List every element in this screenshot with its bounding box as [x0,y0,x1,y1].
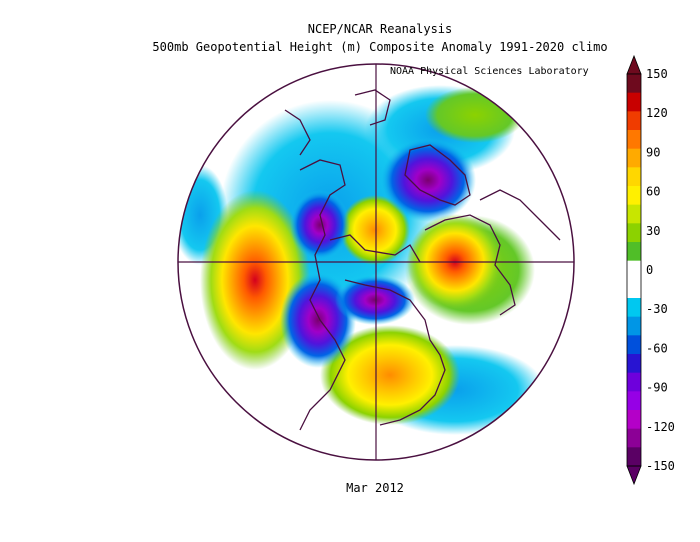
colorbar-bands [626,54,642,486]
colorbar-band [627,391,641,411]
chart-title-line2: 500mb Geopotential Height (m) Composite … [152,40,608,54]
colorbar-band [627,447,641,467]
colorbar-band [627,279,641,299]
colorbar-band [627,204,641,224]
colorbar-tick-label: -90 [646,381,668,395]
colorbar-arrow-top [626,54,642,75]
colorbar-band [627,167,641,187]
colorbar-tick-label: -150 [646,459,675,473]
colorbar-band [627,111,641,131]
coastline-europe [424,214,516,316]
colorbar-band [627,186,641,206]
colorbar-band [627,74,641,94]
colorbar-band [627,223,641,243]
colorbar-band [627,148,641,168]
map-border [177,63,575,461]
colorbar-tick-label: 90 [646,145,660,159]
colorbar-band [627,428,641,448]
colorbar-band [627,372,641,392]
coastline-svalbard-region [404,144,471,206]
colorbar-tick-label: -60 [646,341,668,355]
colorbar-band [627,130,641,150]
coastline-north-europe [479,189,561,241]
colorbar-band [627,92,641,112]
negative-center-siberia [290,190,350,260]
positive-center-eastern-north-america [320,325,460,425]
colorbar-tick-label: 120 [646,106,668,120]
positive-center-greenland-sea [340,195,410,265]
colorbar-outline [626,73,642,467]
colorbar-band [627,298,641,318]
colorbar-tick-label: 150 [646,67,668,81]
colorbar-band [627,410,641,430]
colorbar-tick-label: 30 [646,224,660,238]
coastline-asia-americas [299,159,346,431]
coastline-west [284,109,311,156]
polar-map [177,63,575,461]
coastline-north-pacific [354,89,391,126]
colorbar-band [627,260,641,280]
negative-center-canadian-arctic [335,275,415,325]
colorbar-band [627,354,641,374]
chart-title-line1: NCEP/NCAR Reanalysis [307,22,453,36]
coastline-arctic [329,234,421,263]
coastline-north-america [344,279,446,426]
coastlines [284,89,561,431]
colorbar-tick-label: 60 [646,185,660,199]
time-period-label: Mar 2012 [346,481,404,495]
credit-text: NOAA Physical Sciences Laboratory [390,66,589,77]
colorbar-tick-label: -30 [646,302,668,316]
colorbar-band [627,316,641,336]
negative-center-barents [380,138,476,222]
colorbar-band [627,242,641,262]
colorbar-band [627,335,641,355]
colorbar-tick-label: -120 [646,420,675,434]
colorbar-tick-label: 0 [646,263,653,277]
colorbar-labels: 150 120 90 60 30 0 -30 -60 -90 -120 -150 [646,67,675,473]
